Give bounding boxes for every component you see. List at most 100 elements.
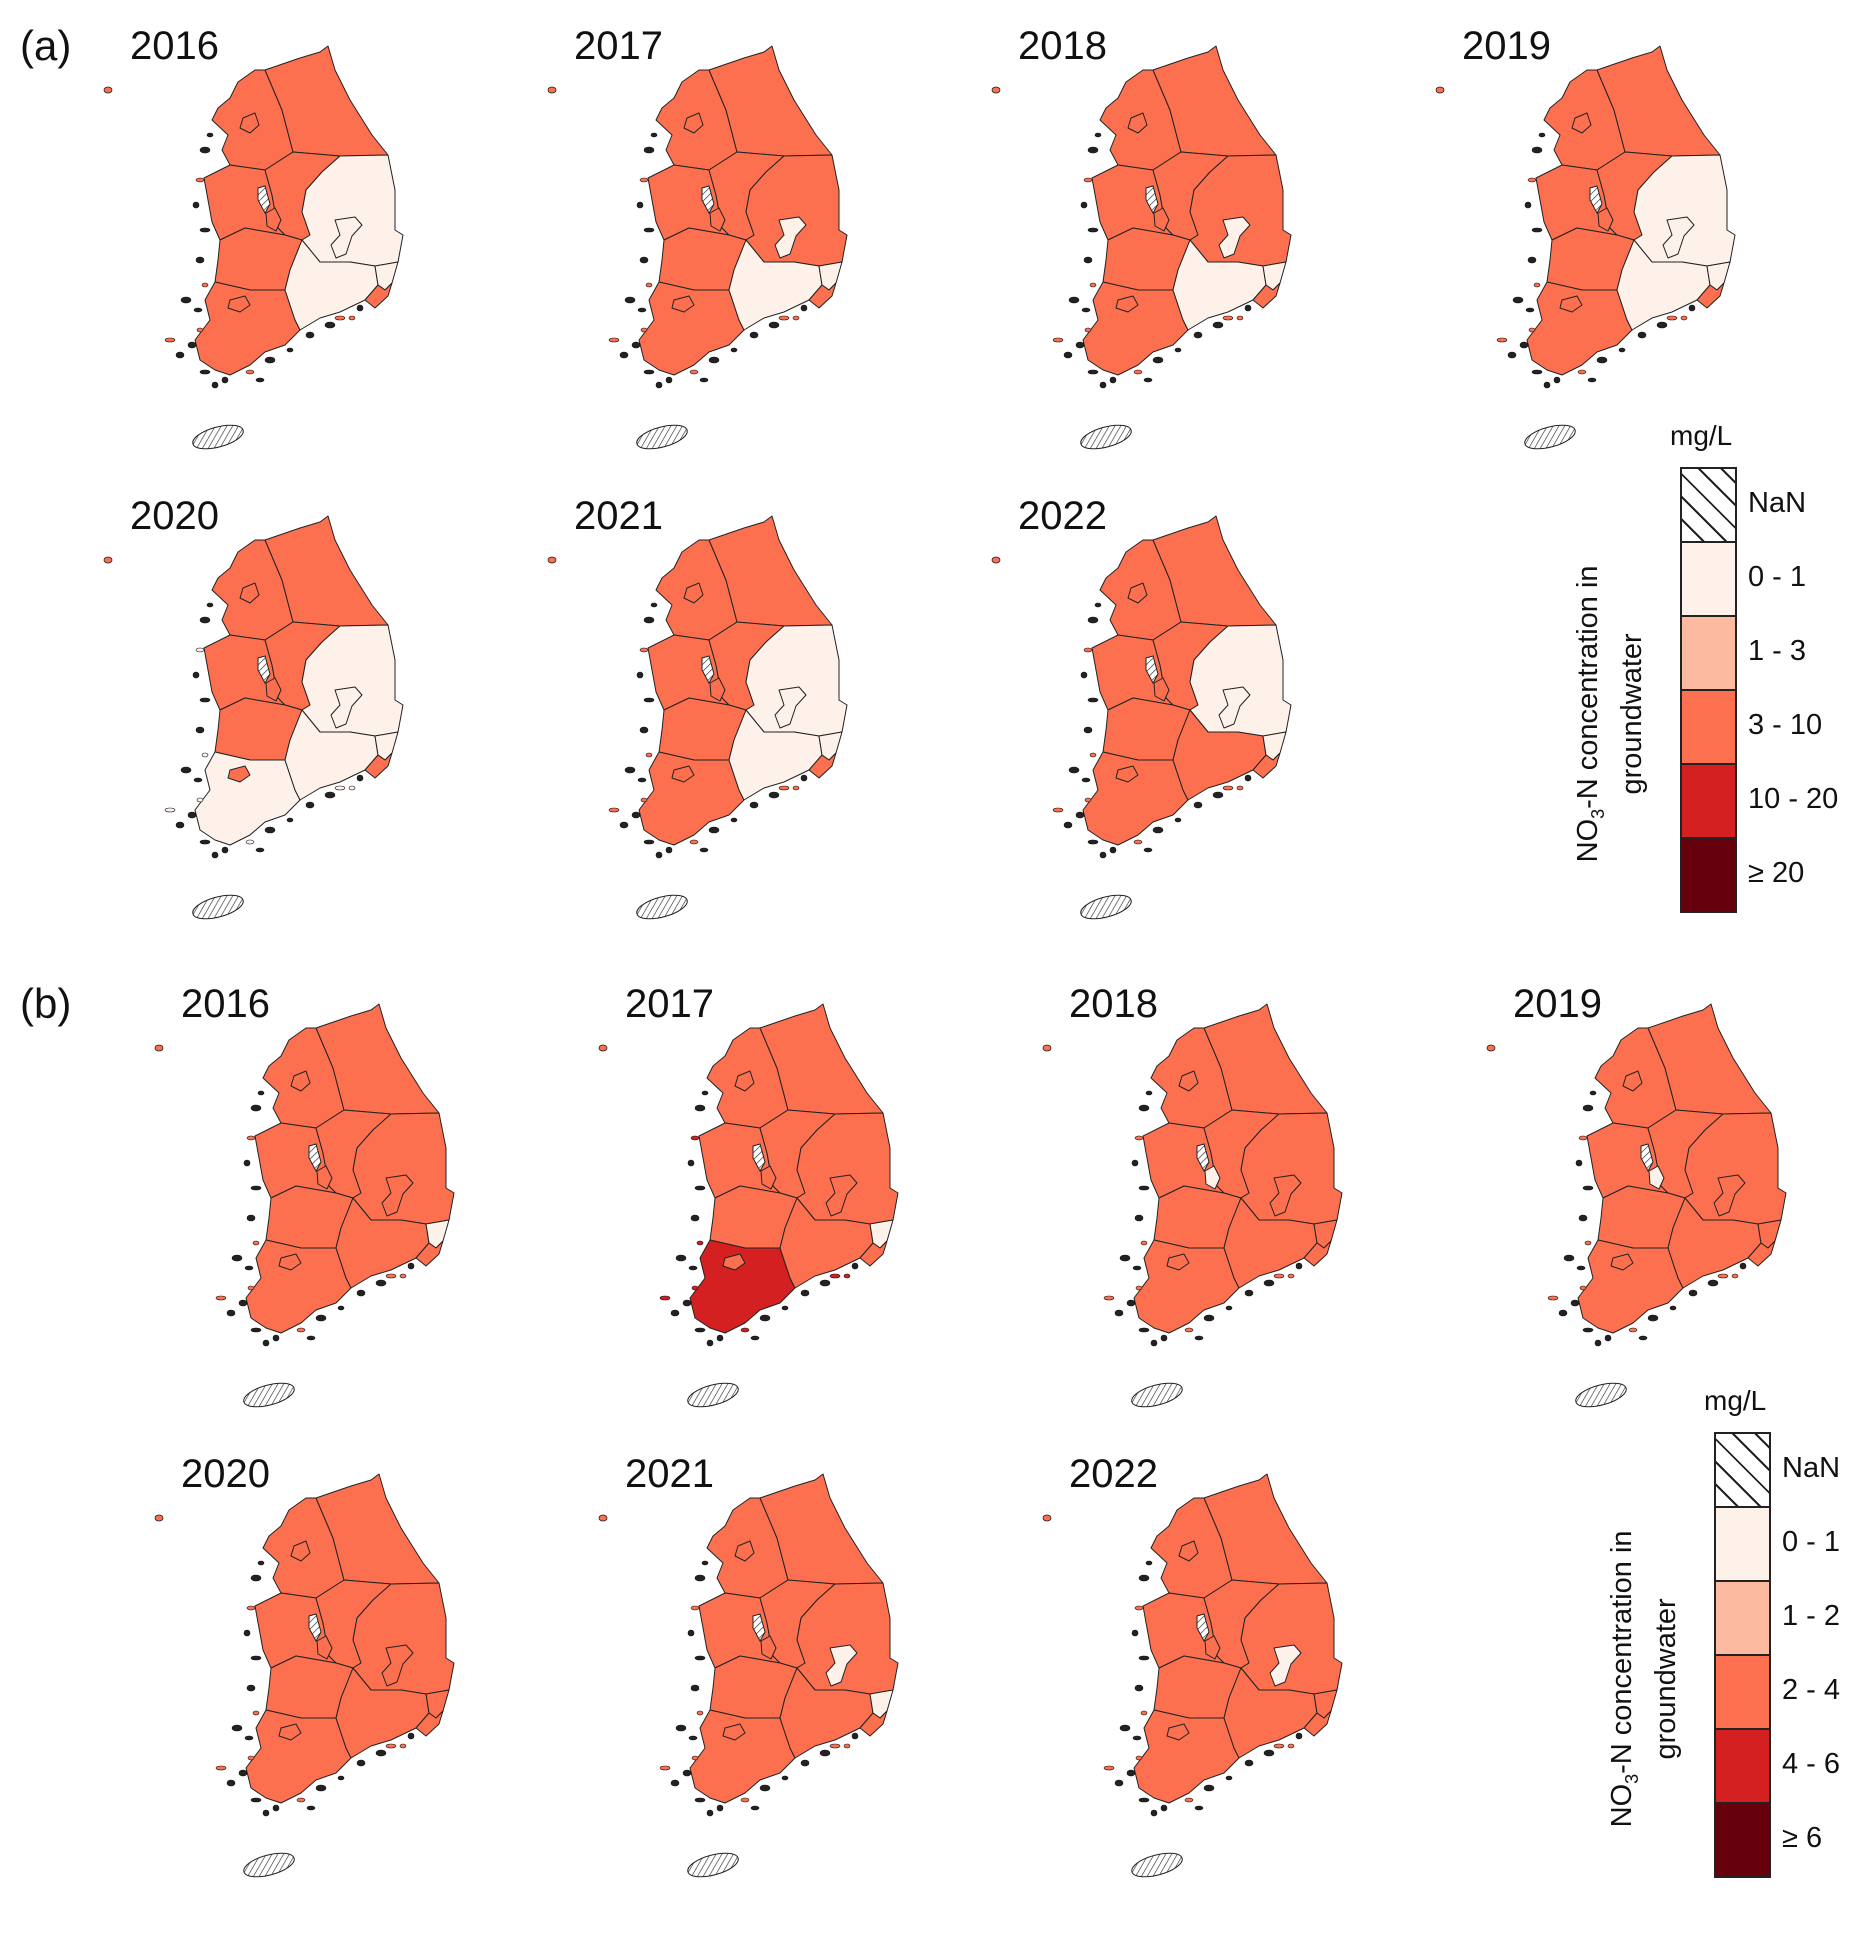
island <box>244 1265 254 1271</box>
region-jn <box>689 1239 796 1334</box>
island <box>245 839 255 845</box>
panel-year: 2017 <box>574 24 663 68</box>
island <box>1068 766 1080 774</box>
region-jn <box>194 751 301 846</box>
island <box>659 1765 671 1771</box>
region-sejong-nan <box>1196 1143 1210 1173</box>
island <box>1089 282 1097 288</box>
island <box>675 1254 687 1262</box>
island <box>690 1135 700 1141</box>
island <box>286 817 294 823</box>
island <box>1114 1309 1124 1317</box>
island <box>243 1629 251 1637</box>
island <box>1087 697 1099 703</box>
region-daegu <box>825 1174 858 1217</box>
island <box>682 1299 692 1307</box>
island <box>1575 1159 1583 1167</box>
island <box>193 777 203 783</box>
region-daejeon <box>265 677 282 702</box>
island <box>195 177 205 183</box>
region-seoul <box>1571 112 1592 134</box>
panel-year: 2020 <box>130 494 219 538</box>
korea-map <box>103 515 404 920</box>
region-daegu <box>774 216 807 259</box>
island <box>356 304 364 312</box>
island <box>1081 307 1091 313</box>
island <box>1637 331 1647 339</box>
island <box>250 1104 262 1112</box>
region-seoul <box>239 582 260 604</box>
island <box>1138 1104 1150 1112</box>
island <box>192 201 200 209</box>
island-baengnyeong <box>991 556 1001 564</box>
island <box>211 381 219 389</box>
region-seoul <box>1127 112 1148 134</box>
island <box>1594 1339 1602 1347</box>
island <box>187 811 197 819</box>
island <box>706 1339 714 1347</box>
island <box>706 1809 714 1817</box>
island <box>624 296 636 304</box>
island <box>1222 785 1234 791</box>
island <box>800 304 808 312</box>
island <box>1134 1135 1144 1141</box>
island <box>1512 296 1524 304</box>
legend-class-label: 10 - 20 <box>1748 783 1839 815</box>
island <box>164 807 176 813</box>
legend-swatch <box>1680 763 1737 839</box>
island <box>180 296 192 304</box>
island <box>1576 1265 1586 1271</box>
island <box>1132 1265 1142 1271</box>
region-gw <box>264 45 389 157</box>
region-busan <box>859 1710 888 1737</box>
korea-map <box>154 1473 455 1878</box>
island <box>694 1327 706 1333</box>
region-gw <box>708 515 833 627</box>
island <box>768 321 780 329</box>
island <box>829 1743 841 1749</box>
legend-swatch <box>1680 837 1737 913</box>
region-gw <box>1596 45 1721 157</box>
region-jeju-nan <box>243 1852 295 1878</box>
island <box>699 377 709 383</box>
island <box>1114 1779 1124 1787</box>
island <box>211 851 219 859</box>
island <box>221 846 229 854</box>
island <box>650 602 658 608</box>
island <box>1068 296 1080 304</box>
island <box>257 1090 265 1096</box>
island-baengnyeong <box>103 86 113 94</box>
island <box>1496 337 1508 343</box>
island <box>730 817 738 823</box>
legend-class-label: 4 - 6 <box>1782 1748 1841 1780</box>
korea-map <box>103 45 404 450</box>
region-gw <box>264 515 389 627</box>
island <box>238 1299 248 1307</box>
island <box>348 315 356 321</box>
island <box>829 1273 841 1279</box>
island <box>252 1710 260 1716</box>
island <box>1194 1335 1204 1341</box>
region-daejeon <box>1204 1165 1221 1190</box>
island <box>199 146 211 154</box>
island <box>1547 1295 1559 1301</box>
legend-title-prefix: NO <box>1572 818 1605 863</box>
korea-map <box>1042 1003 1343 1408</box>
legend: mg/L NO3-N concentration in groundwater Na… <box>1606 1385 1872 1945</box>
map-panel-2020: 2020 <box>51 1428 511 1898</box>
region-daejeon <box>1153 207 1170 232</box>
island <box>324 321 336 329</box>
legend-unit: mg/L <box>1670 420 1733 451</box>
island <box>201 282 209 288</box>
legend-swatch <box>1680 467 1737 543</box>
region-gn <box>728 239 823 331</box>
region-gn <box>284 709 379 801</box>
panel-year: 2020 <box>181 1452 270 1496</box>
island <box>1531 146 1543 154</box>
region-gw <box>708 45 833 157</box>
island <box>1150 1339 1158 1347</box>
region-sejong-nan <box>701 655 715 685</box>
island <box>250 1574 262 1582</box>
island <box>1119 1254 1131 1262</box>
legend-class-label: ≥ 20 <box>1748 857 1805 889</box>
